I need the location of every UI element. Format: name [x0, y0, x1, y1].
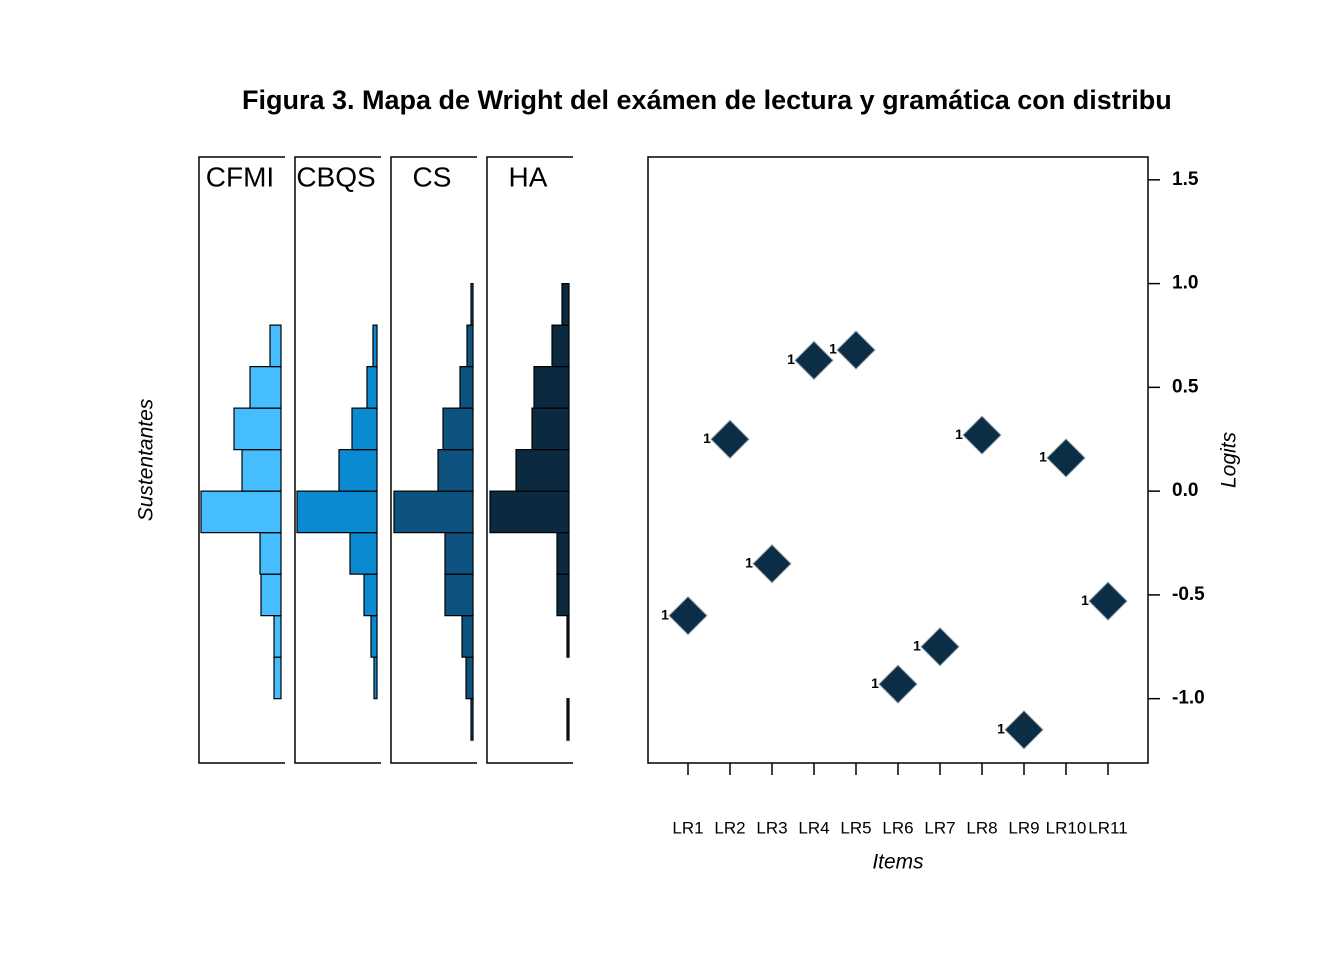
point-count: 1: [703, 430, 711, 446]
histogram-bar: [366, 366, 378, 409]
panel-label: HA: [509, 161, 548, 192]
point-count: 1: [871, 675, 879, 691]
x-tick-label: LR1: [672, 818, 703, 837]
x-tick-label: LR8: [966, 818, 997, 837]
y-tick-label: -1.0: [1172, 688, 1205, 709]
panel-label: CBQS: [296, 161, 375, 192]
item-point: [668, 595, 708, 636]
x-axis-label: Items: [872, 851, 924, 874]
point-count: 1: [1081, 592, 1089, 608]
histogram-bar: [200, 490, 282, 534]
histogram-bar: [551, 324, 570, 368]
histogram-bar: [489, 490, 570, 534]
y-tick-label: -0.5: [1172, 584, 1205, 605]
item-point: [878, 664, 918, 704]
point-count: 1: [913, 637, 921, 653]
y-tick-label: 1.0: [1172, 273, 1198, 294]
histogram-bar: [444, 573, 474, 617]
histogram-bar: [437, 449, 474, 492]
histogram-bar: [338, 449, 378, 492]
point-count: 1: [955, 426, 963, 442]
histogram-bar: [241, 449, 282, 492]
histogram-bar: [273, 656, 282, 700]
histogram-bar: [556, 573, 570, 617]
panel-label: CFMI: [206, 161, 274, 192]
item-point: [920, 627, 960, 667]
histogram-bar: [269, 324, 282, 368]
y-tick-label: 1.5: [1172, 169, 1199, 190]
x-tick-label: LR10: [1046, 818, 1087, 837]
histogram-bar: [363, 573, 378, 617]
item-point: [962, 415, 1002, 455]
histogram-bar: [393, 490, 474, 534]
histogram-bar: [370, 615, 378, 658]
histogram-bar: [296, 490, 378, 534]
x-tick-label: LR3: [756, 818, 787, 837]
panel-label: CS: [413, 161, 452, 192]
point-count: 1: [787, 351, 795, 367]
histogram-bar: [259, 532, 282, 575]
y-tick-label: 0.0: [1172, 480, 1198, 501]
point-count: 1: [997, 720, 1005, 736]
point-count: 1: [745, 554, 753, 570]
item-point: [752, 544, 792, 584]
histogram-bar: [566, 615, 570, 658]
panel-frame: [486, 156, 573, 764]
item-point: [836, 330, 876, 370]
histogram-bar: [461, 615, 474, 658]
histogram-bar: [442, 407, 474, 451]
x-tick-label: LR7: [924, 818, 955, 837]
histogram-bar: [249, 366, 282, 409]
histogram-bar: [465, 656, 474, 700]
item-point: [710, 419, 750, 459]
item-point: [1088, 581, 1128, 621]
item-point: [1004, 710, 1044, 750]
point-count: 1: [829, 341, 837, 357]
item-point: [1046, 438, 1086, 478]
x-tick-label: LR2: [714, 818, 745, 837]
x-tick-label: LR5: [840, 818, 871, 837]
x-tick-label: LR9: [1008, 818, 1039, 837]
histogram-bar: [556, 532, 570, 575]
point-count: 1: [661, 606, 669, 622]
histogram-bar: [466, 324, 474, 368]
histogram-bar: [470, 282, 474, 326]
y-axis-label: Sustentantes: [135, 398, 158, 521]
point-count: 1: [1039, 449, 1047, 465]
item-point: [794, 340, 834, 381]
histogram-bar: [233, 407, 282, 451]
histogram-bar: [533, 366, 570, 409]
histogram-bar: [260, 573, 282, 617]
panel-frame: [294, 156, 381, 764]
chart-title: Figura 3. Mapa de Wright del exámen de l…: [242, 85, 1172, 115]
panel-frame: [198, 156, 285, 764]
histogram-bar: [273, 615, 282, 658]
histogram-bar: [515, 449, 570, 492]
histogram-bar: [566, 698, 570, 741]
x-tick-label: LR4: [798, 818, 829, 837]
histogram-bar: [561, 282, 570, 326]
histogram-bar: [470, 698, 474, 741]
x-tick-label: LR11: [1088, 818, 1127, 837]
y-tick-label: 0.5: [1172, 376, 1199, 397]
histogram-bar: [444, 532, 474, 575]
histogram-bar: [373, 656, 378, 700]
y-axis-label: Logits: [1218, 431, 1241, 488]
histogram-bar: [459, 366, 474, 409]
histogram-bar: [349, 532, 378, 575]
x-tick-label: LR6: [882, 818, 913, 837]
histogram-bar: [351, 407, 378, 451]
panel-frame: [390, 156, 477, 764]
histogram-bar: [372, 324, 378, 368]
histogram-bar: [531, 407, 570, 451]
